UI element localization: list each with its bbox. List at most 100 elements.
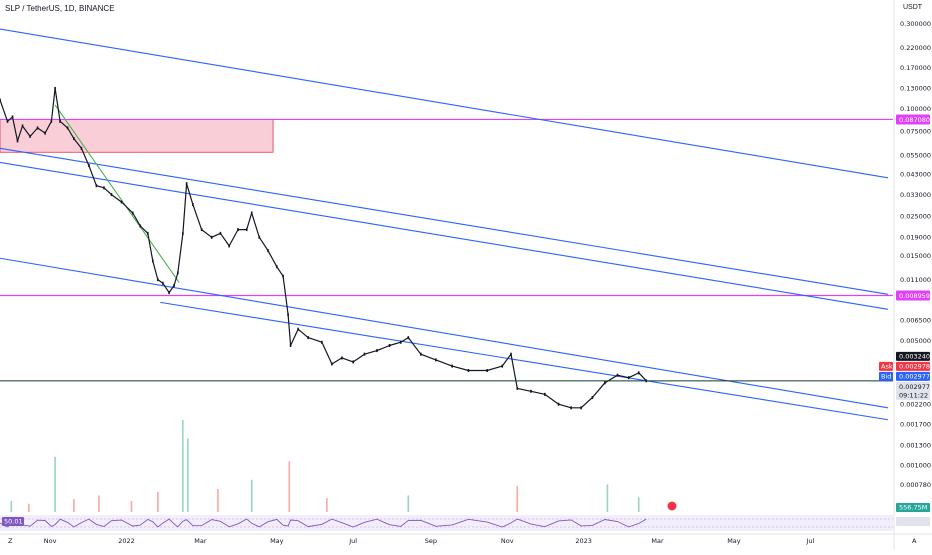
volume-bar bbox=[217, 489, 219, 512]
rsi-axis-tag bbox=[896, 517, 930, 526]
bid-price: 0.002977 bbox=[899, 372, 930, 380]
candle bbox=[267, 249, 269, 253]
rsi-value-tag bbox=[2, 517, 24, 526]
candle bbox=[168, 291, 170, 295]
y-tick-label: 0.025000 bbox=[900, 212, 931, 220]
y-tick-label: 0.001000 bbox=[900, 462, 931, 470]
y-tick-label: 0.005000 bbox=[900, 337, 931, 345]
volume-bar bbox=[250, 479, 253, 512]
currency-label: USDT bbox=[903, 4, 923, 11]
x-tick-label: Nov bbox=[501, 537, 514, 545]
volume-bar bbox=[157, 491, 159, 512]
candle bbox=[44, 131, 46, 135]
rsi-value: 50.01 bbox=[4, 518, 23, 526]
candle bbox=[146, 231, 149, 235]
candle bbox=[544, 392, 546, 396]
volume-bar bbox=[10, 500, 13, 512]
rsi-line bbox=[0, 518, 647, 528]
candle bbox=[307, 336, 309, 340]
y-tick-label: 0.100000 bbox=[900, 105, 931, 113]
candle bbox=[103, 186, 105, 190]
candle bbox=[131, 211, 134, 215]
candle bbox=[275, 265, 278, 269]
symbol-title: SLP / TetherUS, 1D, BINANCE bbox=[5, 4, 115, 13]
y-tick-label: 0.055000 bbox=[900, 151, 931, 159]
support-level-tag bbox=[896, 290, 930, 301]
candle bbox=[200, 228, 203, 232]
y-tick-label: 0.033000 bbox=[900, 191, 931, 199]
last-price-tag bbox=[896, 351, 930, 361]
support-level-tag-label: 0.008959 bbox=[899, 292, 930, 300]
candle bbox=[352, 360, 354, 364]
lower-channel-1[interactable] bbox=[0, 257, 889, 409]
candle bbox=[36, 126, 39, 130]
candle bbox=[510, 352, 512, 356]
y-tick-label: 0.015000 bbox=[900, 252, 931, 260]
candle bbox=[451, 364, 453, 368]
candle bbox=[282, 274, 284, 278]
candle bbox=[88, 164, 90, 168]
volume-bar bbox=[28, 503, 30, 512]
volume-bar bbox=[187, 438, 189, 512]
flag-icon[interactable] bbox=[666, 500, 678, 512]
close-price: 0.002977 bbox=[899, 383, 930, 391]
candle bbox=[54, 86, 56, 90]
volume-bar bbox=[637, 497, 640, 512]
auto-scale-button[interactable]: A bbox=[912, 537, 917, 545]
candle bbox=[627, 376, 630, 380]
volume-bar bbox=[54, 456, 56, 512]
volume-value: 556.75M bbox=[899, 504, 927, 512]
candle bbox=[321, 340, 323, 344]
y-tick-label: 0.000780 bbox=[900, 481, 931, 489]
y-tick-label: 0.170000 bbox=[900, 64, 931, 72]
ask-badge bbox=[879, 361, 893, 371]
rsi-pane bbox=[0, 515, 893, 531]
candle bbox=[16, 139, 19, 143]
candle bbox=[11, 115, 14, 119]
x-tick-label: Sep bbox=[425, 537, 437, 545]
candle bbox=[467, 369, 470, 373]
candle bbox=[173, 283, 175, 287]
candle bbox=[210, 235, 213, 239]
price-line[interactable] bbox=[0, 87, 647, 409]
candle bbox=[151, 259, 154, 263]
close-tag bbox=[896, 381, 930, 400]
lower-channel-2[interactable] bbox=[160, 301, 889, 421]
candle bbox=[258, 235, 261, 239]
candle bbox=[50, 119, 53, 123]
candle bbox=[120, 200, 123, 204]
candle bbox=[289, 343, 292, 347]
zoom-button[interactable]: Z bbox=[8, 537, 13, 545]
candle bbox=[341, 356, 343, 360]
candle bbox=[376, 349, 378, 353]
volume-bar bbox=[288, 461, 291, 512]
candle bbox=[420, 352, 422, 356]
volume-bar bbox=[516, 486, 519, 512]
x-tick-label: Nov bbox=[44, 537, 57, 545]
x-tick-label: 2022 bbox=[118, 537, 135, 545]
green-trendline[interactable] bbox=[54, 104, 180, 283]
bid-tag bbox=[896, 371, 930, 381]
candle bbox=[250, 211, 253, 215]
y-tick-label: 0.130000 bbox=[900, 85, 931, 93]
resistance-level-tag bbox=[896, 114, 930, 125]
x-tick-label: May bbox=[727, 537, 741, 545]
candle bbox=[604, 381, 606, 385]
ask-price: 0.002978 bbox=[899, 362, 930, 370]
candle bbox=[219, 231, 222, 235]
y-tick-label: 0.001700 bbox=[900, 420, 931, 428]
resistance-zone[interactable] bbox=[0, 119, 274, 153]
candle bbox=[185, 182, 188, 186]
candle bbox=[399, 340, 402, 344]
x-tick-label: 2023 bbox=[575, 537, 592, 545]
bar-countdown: 09:11:22 bbox=[899, 391, 928, 399]
y-tick-label: 0.075000 bbox=[900, 127, 931, 135]
mid-channel-1[interactable] bbox=[0, 161, 889, 310]
upper-channel[interactable] bbox=[0, 28, 889, 179]
candle bbox=[228, 244, 230, 248]
candle bbox=[80, 146, 83, 150]
x-tick-label: Mar bbox=[651, 537, 664, 545]
upper-channel-low[interactable] bbox=[0, 147, 889, 295]
